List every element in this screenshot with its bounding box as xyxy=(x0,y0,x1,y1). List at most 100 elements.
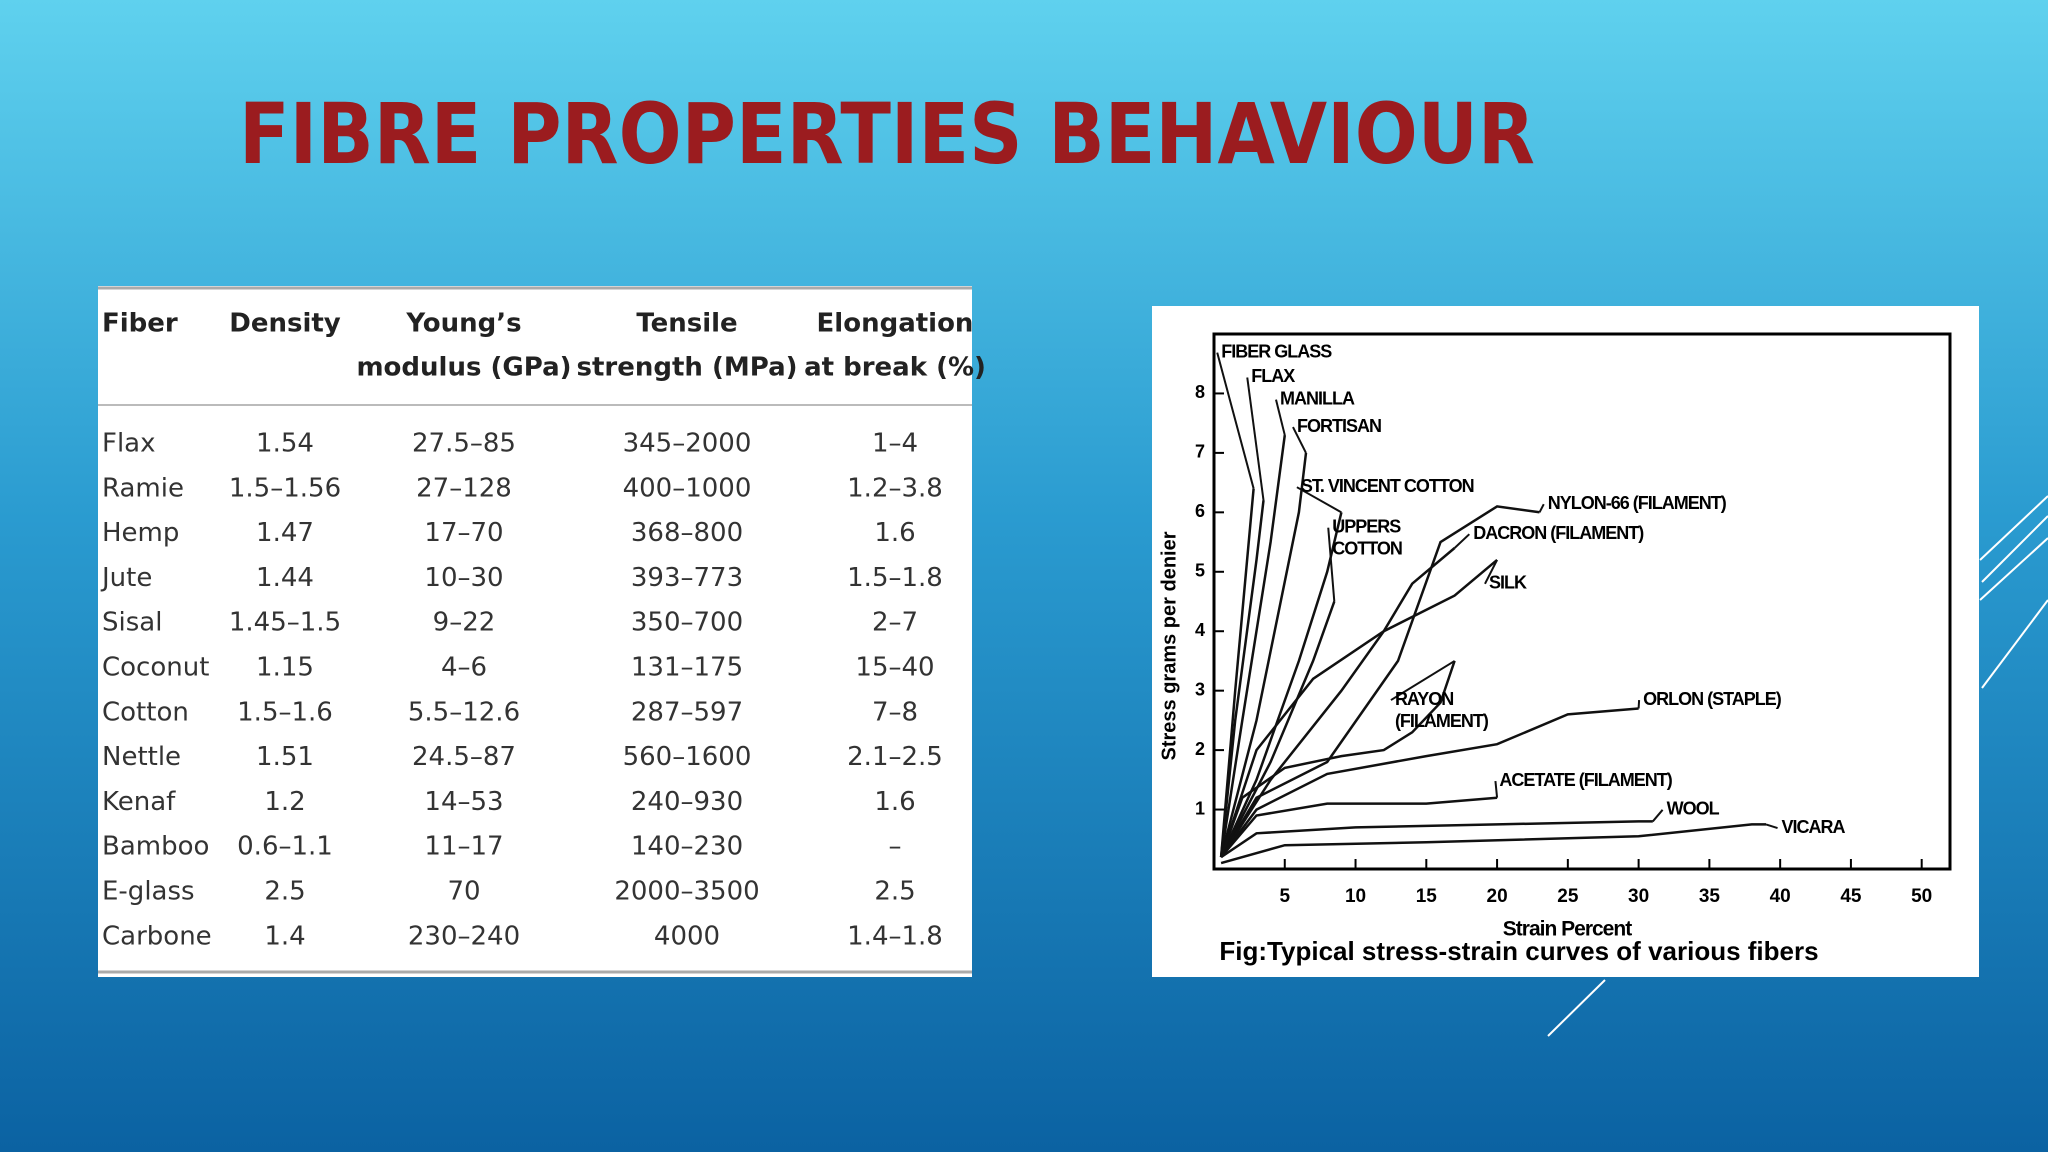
column-header: strength (MPa) xyxy=(576,353,797,383)
table-cell: 4–6 xyxy=(441,653,487,683)
table-cell: 1.6 xyxy=(874,787,915,817)
leader-line xyxy=(1765,823,1778,830)
x-tick-label: 30 xyxy=(1628,886,1649,907)
curve-label: ORLON (STAPLE) xyxy=(1643,689,1782,709)
curve-label: UPPERS xyxy=(1332,516,1401,536)
leader-line xyxy=(1216,352,1255,489)
table-cell: 1.5–1.56 xyxy=(229,473,341,503)
curve-label: ST. VINCENT COTTON xyxy=(1301,476,1474,496)
table-cell: 131–175 xyxy=(631,653,743,683)
table-cell: 5.5–12.6 xyxy=(408,697,520,727)
table-cell: 2.1–2.5 xyxy=(847,742,943,772)
table-cell: 1.4–1.8 xyxy=(847,921,943,951)
table-cell: 287–597 xyxy=(631,697,743,727)
table-cell: 2–7 xyxy=(872,608,918,638)
curve-label: NYLON-66 (FILAMENT) xyxy=(1548,493,1727,513)
table-cell: Cotton xyxy=(102,697,189,727)
table-cell: 240–930 xyxy=(631,787,743,817)
curve xyxy=(1219,558,1498,858)
table-cell: 1.4 xyxy=(264,921,305,951)
table: Fiber Density Young’s modulus (GPa) Tensile s… xyxy=(100,309,986,952)
x-tick-label: 20 xyxy=(1487,886,1508,907)
curve xyxy=(1219,434,1287,858)
table-cell: 1.2 xyxy=(264,787,305,817)
table-cell: 7–8 xyxy=(872,697,918,727)
y-tick-label: 6 xyxy=(1195,501,1205,521)
column-header: Density xyxy=(229,309,341,339)
table-cell: Kenaf xyxy=(102,787,176,817)
table-cell: 2.5 xyxy=(874,877,915,907)
curve xyxy=(1220,505,1540,858)
table-cell: 1.47 xyxy=(256,518,314,548)
slide-title: FIBRE PROPERTIES BEHAVIOUR xyxy=(239,85,1535,183)
column-header: modulus (GPa) xyxy=(356,353,571,383)
table-cell: 1.44 xyxy=(256,563,314,593)
column-header: Elongation xyxy=(817,309,974,339)
x-tick-label: 45 xyxy=(1840,886,1862,907)
curve xyxy=(1219,500,1265,858)
table-cell: Hemp xyxy=(102,518,179,548)
y-tick-label: 7 xyxy=(1195,442,1205,462)
leader-line xyxy=(1246,377,1265,501)
table-cell: Sisal xyxy=(102,608,162,638)
leader-line xyxy=(1484,559,1498,585)
column-header: Young’s xyxy=(405,309,521,339)
table-cell: Flax xyxy=(102,429,156,459)
curve xyxy=(1219,601,1336,858)
y-tick-label: 2 xyxy=(1195,739,1205,759)
table-cell: 350–700 xyxy=(631,608,743,638)
leader-line xyxy=(1538,503,1545,513)
curve xyxy=(1219,452,1308,858)
leader-line xyxy=(1327,527,1336,602)
table-cell: 4000 xyxy=(654,921,720,951)
table-cell: Carbone xyxy=(102,921,212,951)
table-cell: 345–2000 xyxy=(623,429,752,459)
table-cell: Bamboo xyxy=(102,832,209,862)
curve-label: WOOL xyxy=(1667,799,1720,819)
curve xyxy=(1220,796,1498,858)
table-cell: Jute xyxy=(100,563,152,593)
curve-label: FLAX xyxy=(1251,366,1295,386)
figure-caption: Fig:Typical stress-strain curves of vari… xyxy=(1219,936,1818,966)
table-cell: 11–17 xyxy=(424,832,503,862)
table-cell: 560–1600 xyxy=(623,742,752,772)
table-cell: 1.2–3.8 xyxy=(847,473,943,503)
table-cell: 14–53 xyxy=(424,787,503,817)
x-axis-label: Strain Percent xyxy=(1503,918,1632,941)
table-cell: – xyxy=(889,832,902,862)
plot-frame xyxy=(1212,332,1952,871)
column-header: Tensile xyxy=(636,309,737,339)
column-header: Fiber xyxy=(102,309,178,339)
curve-label: COTTON xyxy=(1332,538,1402,558)
table-cell: 1.5–1.6 xyxy=(237,697,333,727)
y-tick-label: 4 xyxy=(1195,620,1205,640)
leader-line xyxy=(1296,486,1342,514)
curve-label: FIBER GLASS xyxy=(1221,341,1332,361)
curve xyxy=(1219,660,1456,858)
y-tick-label: 3 xyxy=(1195,679,1205,699)
table-cell: 1.15 xyxy=(256,653,314,683)
curve xyxy=(1220,707,1639,858)
leader-line xyxy=(1275,399,1286,436)
curve xyxy=(1219,512,1343,858)
y-axis-label: Stress grams per denier xyxy=(1158,531,1180,760)
table-cell: Nettle xyxy=(102,742,181,772)
leader-line xyxy=(1292,426,1307,454)
figure-panel xyxy=(1152,306,1979,977)
table-cell: 1.45–1.5 xyxy=(229,608,341,638)
x-tick-label: 50 xyxy=(1911,886,1932,907)
table-cell: 15–40 xyxy=(855,653,934,683)
table-cell: 140–230 xyxy=(631,832,743,862)
curve-label: MANILLA xyxy=(1280,388,1355,408)
decoration xyxy=(1547,495,2048,1037)
curve-label: DACRON (FILAMENT) xyxy=(1473,523,1644,543)
x-tick-label: 25 xyxy=(1557,886,1579,907)
table-cell: 1.54 xyxy=(256,429,314,459)
table-cell: Coconut xyxy=(102,653,209,683)
curve-label: RAYON xyxy=(1395,689,1453,709)
table-cell: 1–4 xyxy=(872,429,918,459)
table-cell: 9–22 xyxy=(433,608,496,638)
y-tick-label: 1 xyxy=(1195,798,1205,818)
leader-line xyxy=(1453,533,1470,549)
